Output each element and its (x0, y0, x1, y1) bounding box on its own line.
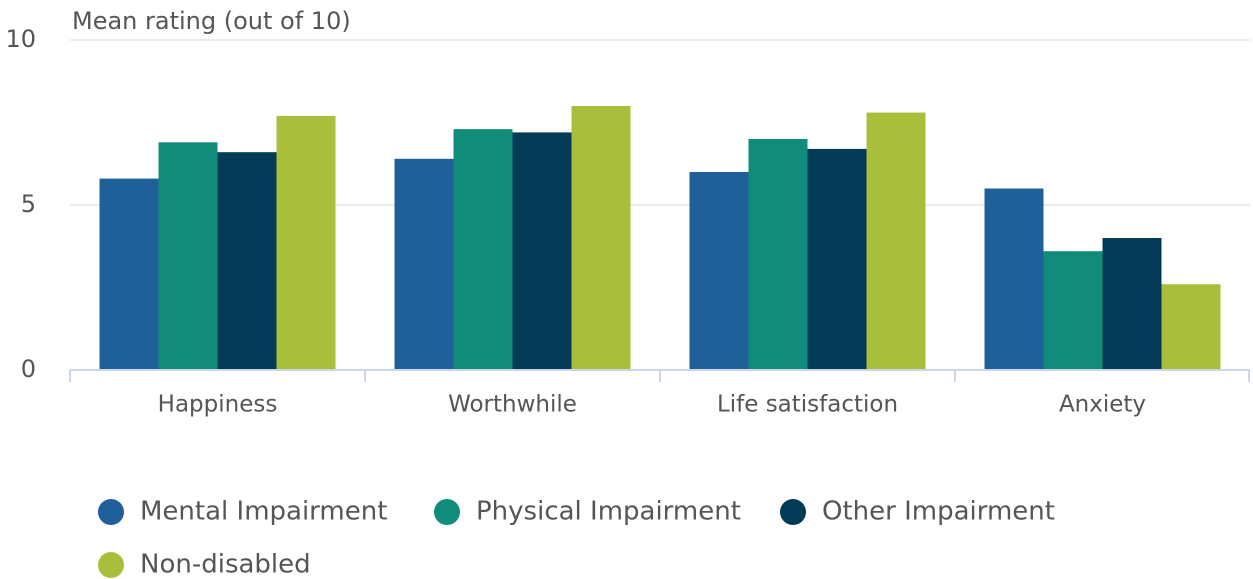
bar (512, 132, 572, 370)
legend-marker (98, 499, 124, 525)
legend-label: Other Impairment (822, 497, 1055, 527)
legend-label: Non-disabled (140, 550, 311, 579)
bar (1102, 238, 1162, 370)
legend-marker (780, 499, 806, 525)
bar (158, 142, 218, 370)
bar (748, 139, 808, 370)
bar (984, 188, 1044, 370)
y-axis-title: Mean rating (out of 10) (72, 7, 351, 35)
bar (1043, 251, 1103, 370)
bar (453, 129, 513, 370)
bar (689, 172, 749, 370)
legend-label: Physical Impairment (476, 497, 741, 527)
bar (217, 152, 277, 370)
bar (571, 106, 631, 370)
x-tick-label: Life satisfaction (717, 392, 898, 418)
bar (99, 178, 159, 370)
x-tick-label: Anxiety (1059, 392, 1146, 418)
x-tick-label: Worthwhile (448, 392, 577, 418)
bar (276, 115, 336, 371)
bar (866, 112, 926, 370)
x-tick-label: Happiness (158, 392, 278, 418)
y-tick-label: 0 (21, 355, 36, 383)
y-tick-label: 5 (21, 190, 36, 218)
legend-label: Mental Impairment (140, 497, 387, 527)
y-tick-label: 10 (5, 25, 36, 53)
legend-marker (434, 499, 460, 525)
legend-marker (98, 552, 124, 578)
bar (394, 158, 454, 370)
bar (1161, 284, 1221, 370)
bar (807, 148, 867, 370)
